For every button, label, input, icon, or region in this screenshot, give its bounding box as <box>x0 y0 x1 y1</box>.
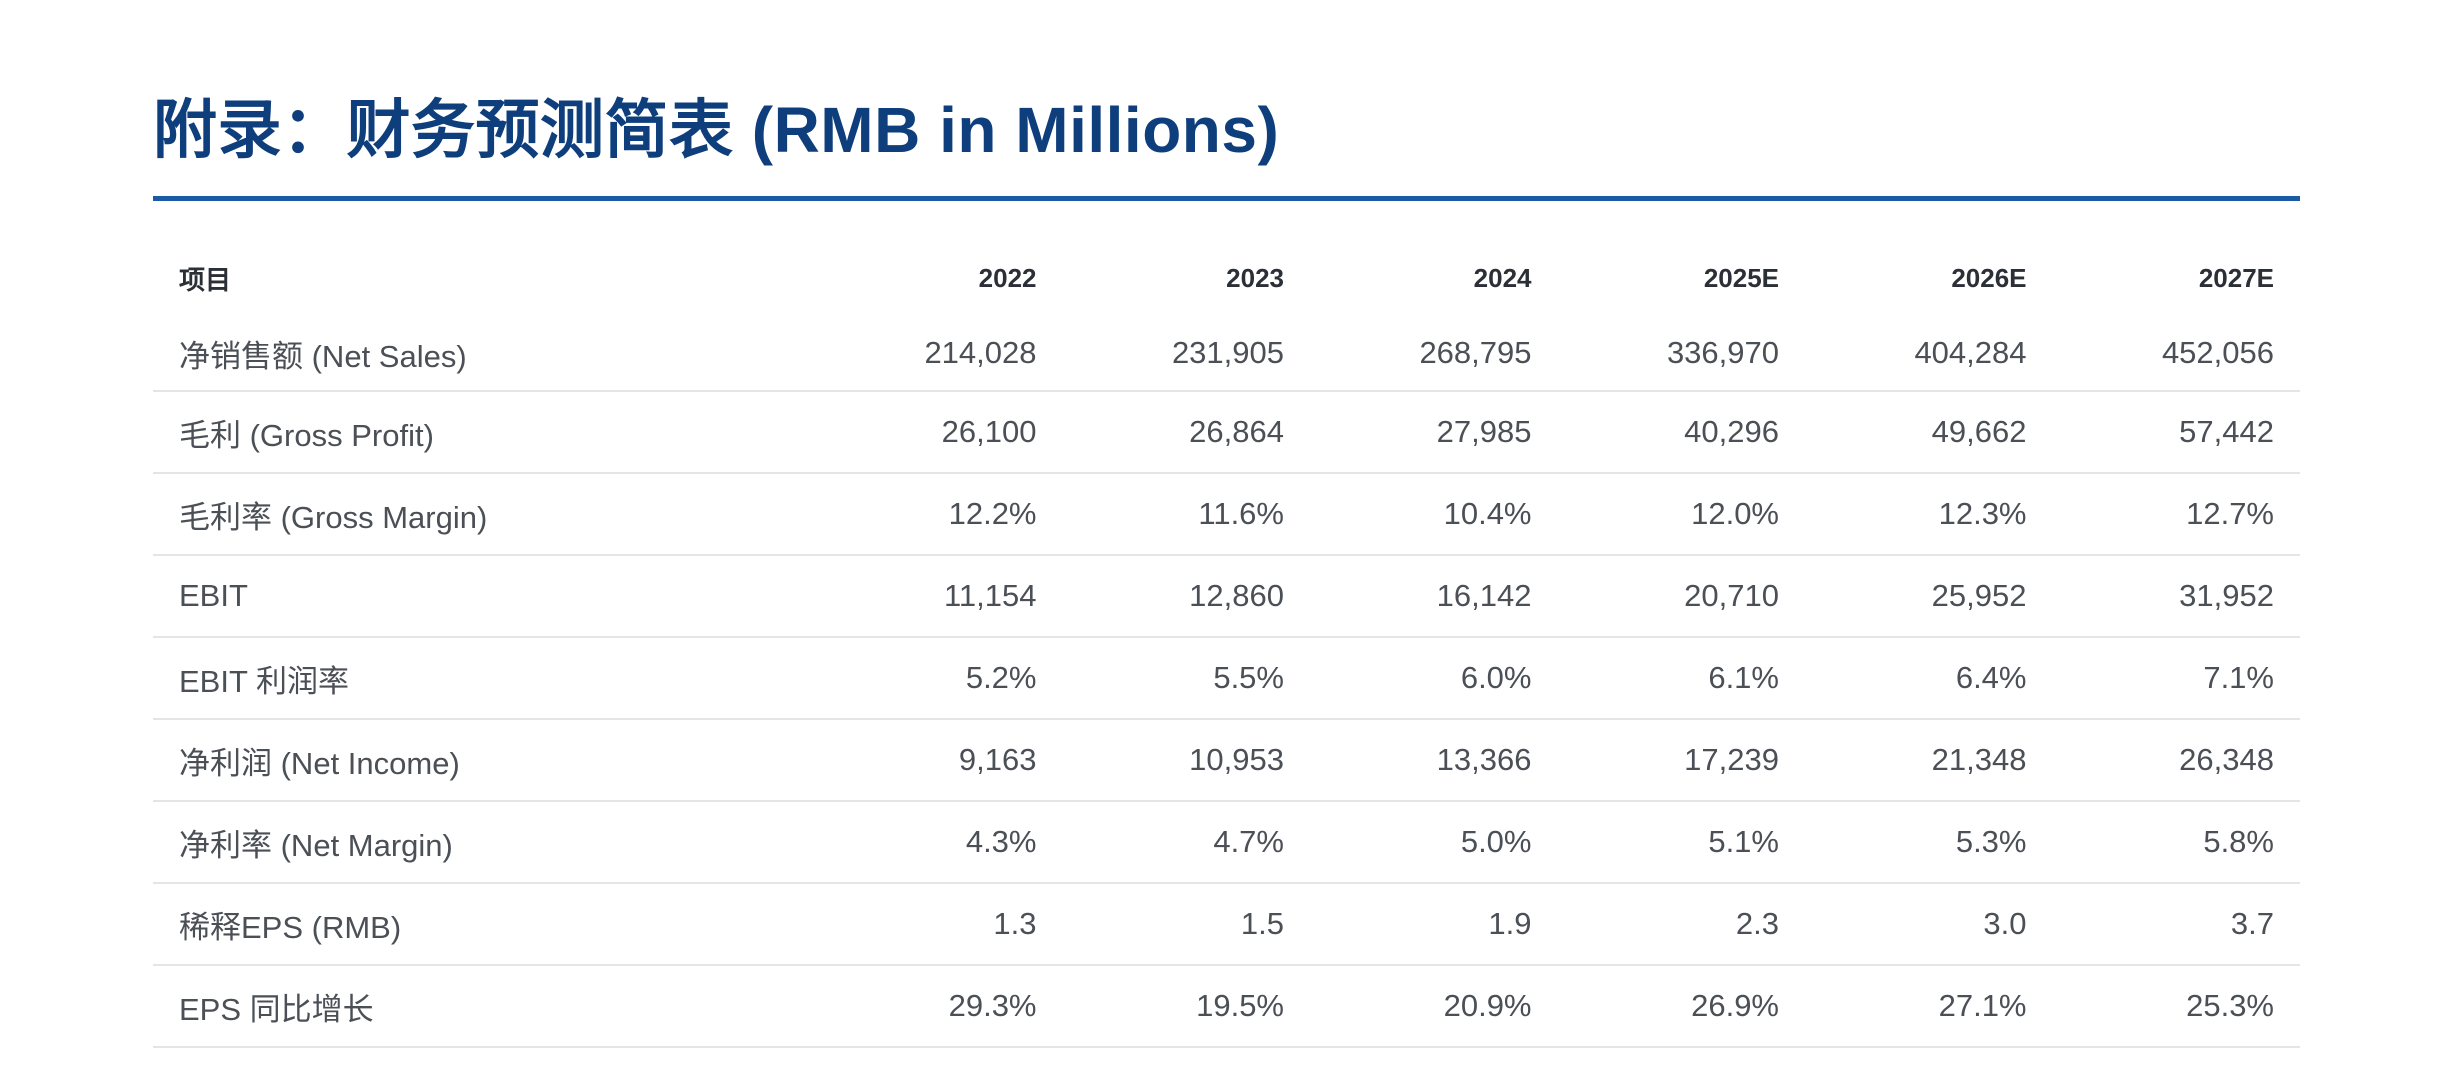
table-cell: 21,348 <box>1805 719 2053 802</box>
table-cell: 5.1% <box>1557 801 1805 884</box>
row-label: 净利率 (Net Margin) <box>153 801 815 884</box>
table-cell: 1.3 <box>815 883 1063 966</box>
table-cell: 16,142 <box>1310 555 1558 638</box>
table-cell: 29.3% <box>815 965 1063 1048</box>
table-cell: 5.0% <box>1310 801 1558 884</box>
table-cell: 10.4% <box>1310 473 1558 556</box>
table-cell: 26,864 <box>1062 391 1310 474</box>
table-cell: 3.0 <box>1805 883 2053 966</box>
header-year-2022: 2022 <box>978 263 1037 293</box>
table-cell: 404,284 <box>1805 316 2053 392</box>
table-row: 净销售额 (Net Sales) 214,028 231,905 268,795… <box>153 316 2300 392</box>
table-cell: 11.6% <box>1062 473 1310 556</box>
header-year-2025e: 2025E <box>1703 263 1779 293</box>
header-year-2026e: 2026E <box>1951 263 2027 293</box>
table-cell: 214,028 <box>815 316 1063 392</box>
table-cell: 7.1% <box>2052 637 2300 720</box>
header-item: 项目 <box>179 265 232 295</box>
table-cell: 31,952 <box>2052 555 2300 638</box>
table-cell: 268,795 <box>1310 316 1558 392</box>
table-cell: 25,952 <box>1805 555 2053 638</box>
table-cell: 5.5% <box>1062 637 1310 720</box>
table-cell: 49,662 <box>1805 391 2053 474</box>
table-cell: 231,905 <box>1062 316 1310 392</box>
financial-forecast-table: 项目 2022 2023 2024 2025E 2026E 2027E 净销售额… <box>153 241 2300 1048</box>
table-cell: 27,985 <box>1310 391 1558 474</box>
table-row: EBIT 利润率 5.2% 5.5% 6.0% 6.1% 6.4% 7.1% <box>153 637 2300 720</box>
table-cell: 26.9% <box>1557 965 1805 1048</box>
table-cell: 1.5 <box>1062 883 1310 966</box>
table-row: 毛利 (Gross Profit) 26,100 26,864 27,985 4… <box>153 391 2300 474</box>
table-cell: 3.7 <box>2052 883 2300 966</box>
table-row: EBIT 11,154 12,860 16,142 20,710 25,952 … <box>153 555 2300 638</box>
table-body: 净销售额 (Net Sales) 214,028 231,905 268,795… <box>153 316 2300 1048</box>
table-row: 净利率 (Net Margin) 4.3% 4.7% 5.0% 5.1% 5.3… <box>153 801 2300 884</box>
table-cell: 40,296 <box>1557 391 1805 474</box>
table-cell: 13,366 <box>1310 719 1558 802</box>
page-title: 附录：财务预测简表 (RMB in Millions) <box>153 94 1280 166</box>
table-cell: 4.3% <box>815 801 1063 884</box>
table-cell: 6.0% <box>1310 637 1558 720</box>
table-cell: 452,056 <box>2052 316 2300 392</box>
table-cell: 6.1% <box>1557 637 1805 720</box>
table-cell: 25.3% <box>2052 965 2300 1048</box>
table-cell: 20,710 <box>1557 555 1805 638</box>
table-cell: 5.2% <box>815 637 1063 720</box>
table-row: 稀释EPS (RMB) 1.3 1.5 1.9 2.3 3.0 3.7 <box>153 883 2300 966</box>
table-cell: 5.8% <box>2052 801 2300 884</box>
table-cell: 26,100 <box>815 391 1063 474</box>
table-cell: 12.0% <box>1557 473 1805 556</box>
table-cell: 9,163 <box>815 719 1063 802</box>
title-divider <box>153 196 2300 201</box>
table-cell: 26,348 <box>2052 719 2300 802</box>
row-label: EPS 同比增长 <box>153 965 815 1048</box>
table-cell: 1.9 <box>1310 883 1558 966</box>
table-cell: 12.7% <box>2052 473 2300 556</box>
table-cell: 19.5% <box>1062 965 1310 1048</box>
header-year-2023: 2023 <box>1226 263 1284 293</box>
table-cell: 10,953 <box>1062 719 1310 802</box>
row-label: 稀释EPS (RMB) <box>153 883 815 966</box>
header-row: 项目 2022 2023 2024 2025E 2026E 2027E <box>153 241 2300 316</box>
table-cell: 11,154 <box>815 555 1063 638</box>
header-year-2027e: 2027E <box>2198 263 2274 293</box>
row-label: 毛利 (Gross Profit) <box>153 391 815 474</box>
table-cell: 57,442 <box>2052 391 2300 474</box>
table-cell: 27.1% <box>1805 965 2053 1048</box>
row-label: 毛利率 (Gross Margin) <box>153 473 815 556</box>
table-cell: 12.2% <box>815 473 1063 556</box>
table-cell: 12.3% <box>1805 473 2053 556</box>
table-cell: 336,970 <box>1557 316 1805 392</box>
table-header: 项目 2022 2023 2024 2025E 2026E 2027E <box>153 241 2300 316</box>
table-row: 净利润 (Net Income) 9,163 10,953 13,366 17,… <box>153 719 2300 802</box>
table-row: 毛利率 (Gross Margin) 12.2% 11.6% 10.4% 12.… <box>153 473 2300 556</box>
table-cell: 5.3% <box>1805 801 2053 884</box>
row-label: EBIT 利润率 <box>153 637 815 720</box>
table-cell: 2.3 <box>1557 883 1805 966</box>
table-cell: 4.7% <box>1062 801 1310 884</box>
table-cell: 6.4% <box>1805 637 2053 720</box>
row-label: 净销售额 (Net Sales) <box>153 316 815 392</box>
header-year-2024: 2024 <box>1473 263 1532 293</box>
table-cell: 12,860 <box>1062 555 1310 638</box>
table-cell: 17,239 <box>1557 719 1805 802</box>
table-cell: 20.9% <box>1310 965 1558 1048</box>
table-row: EPS 同比增长 29.3% 19.5% 20.9% 26.9% 27.1% 2… <box>153 965 2300 1048</box>
row-label: 净利润 (Net Income) <box>153 719 815 802</box>
row-label: EBIT <box>153 555 815 638</box>
